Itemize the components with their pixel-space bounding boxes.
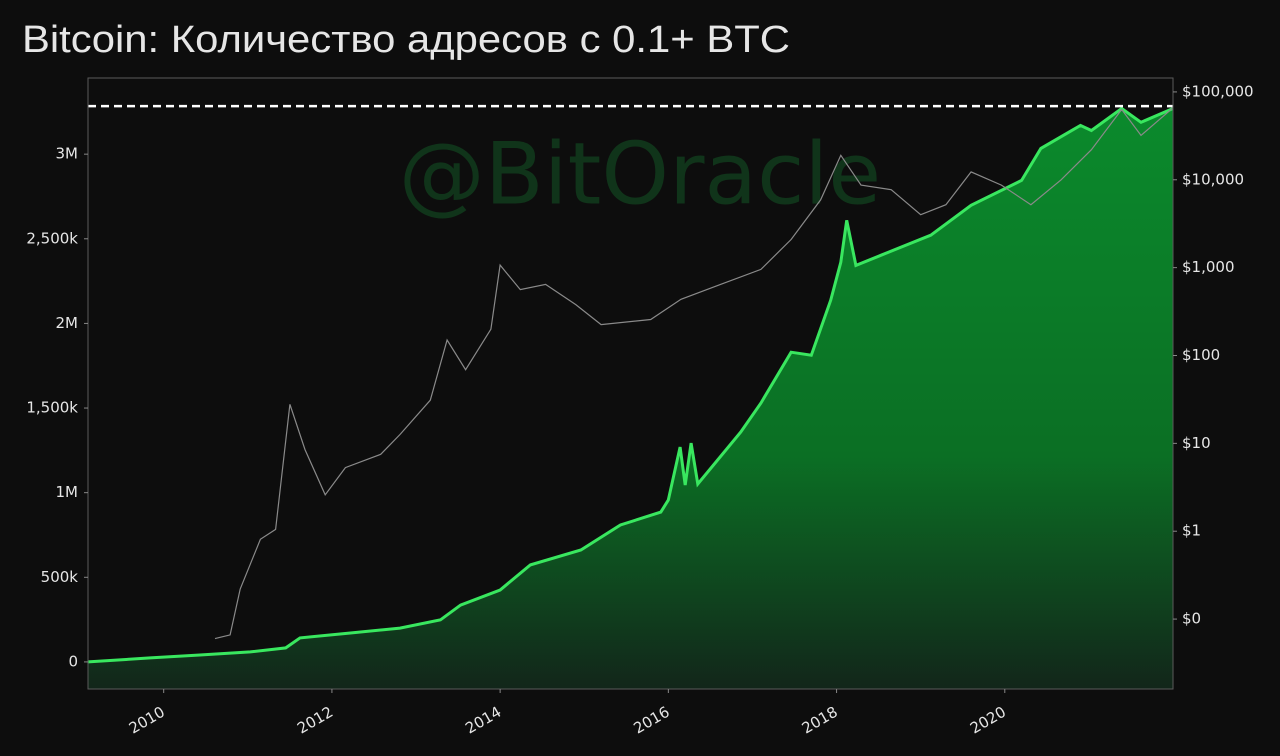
y-tick-label: 1M <box>56 483 79 501</box>
y-tick-label: 2,500k <box>26 229 78 247</box>
y-tick-label: 1,500k <box>26 399 78 417</box>
y-tick-label: 2M <box>56 314 79 332</box>
y2-tick-label: $100 <box>1182 346 1220 364</box>
y2-tick-label: $1 <box>1182 522 1201 540</box>
plot-border <box>87 77 1174 690</box>
y2-tick-label: $0 <box>1182 610 1201 628</box>
area <box>88 108 1173 689</box>
chart-title: Bitcoin: Количество адресов с 0.1+ BTC <box>22 19 790 61</box>
line <box>214 107 1174 640</box>
y2-tick-label: $10 <box>1182 434 1211 452</box>
watermark: @BitOracle <box>399 124 881 224</box>
y2-tick-label: $1,000 <box>1182 258 1235 276</box>
y-tick-label: 3M <box>56 145 79 163</box>
area-line <box>87 106 1174 664</box>
y2-tick-label: $10,000 <box>1182 170 1244 188</box>
y-tick-label: 0 <box>68 652 78 670</box>
y-tick-label: 500k <box>41 568 79 586</box>
y2-tick-label: $100,000 <box>1182 82 1254 100</box>
